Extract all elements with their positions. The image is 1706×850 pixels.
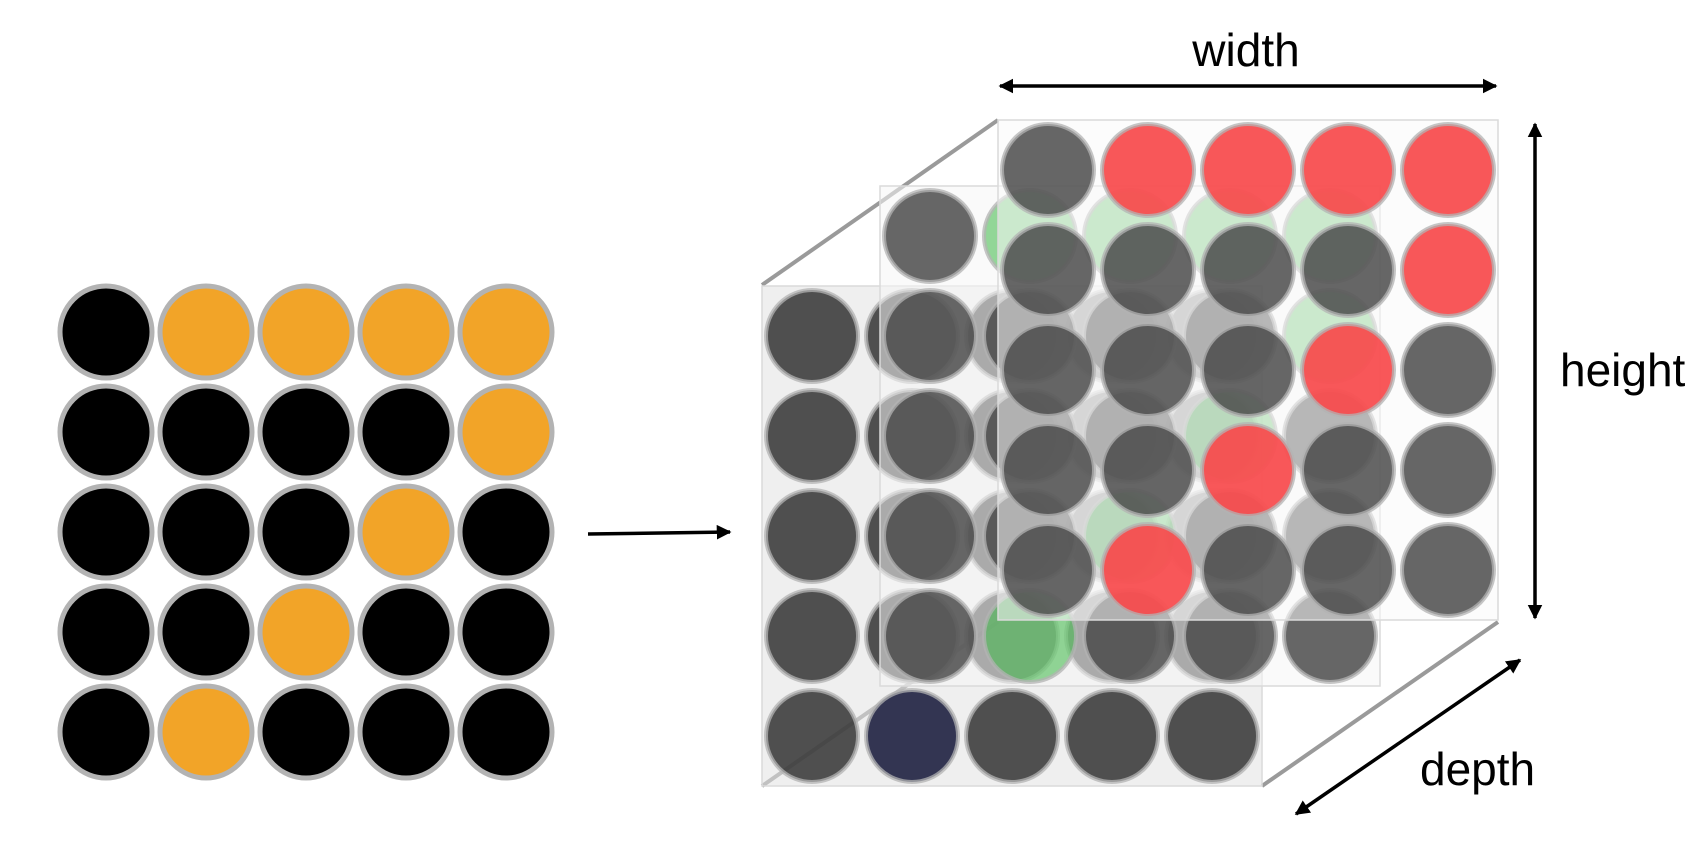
input-cell-empty [157,583,255,681]
layer-cell [882,388,978,484]
input-cell-filled [357,483,455,581]
input-grid [57,283,555,781]
output-volume [760,118,1500,788]
transform-arrow [587,524,732,540]
layer-cell [764,288,860,384]
layer-cell-accent [1300,322,1396,418]
input-cell-empty [357,383,455,481]
layer-cell-accent [1400,122,1496,218]
layer-cell [1400,522,1496,618]
input-cell-empty [57,283,155,381]
depth-arrow [1294,658,1522,816]
layer-cell-accent [1200,122,1296,218]
height-label: height [1560,344,1686,396]
layer-cell [1000,122,1096,218]
input-cell-empty [257,483,355,581]
input-cell-filled [257,583,355,681]
input-cell-empty [157,383,255,481]
input-cell-empty [57,683,155,781]
layer-cell-accent [1200,422,1296,518]
layer-cell [882,588,978,684]
layer-cell-accent [1300,122,1396,218]
layer-cell [764,588,860,684]
layer-cell-accent [864,688,960,784]
input-cell-filled [257,283,355,381]
layer-cell [1064,688,1160,784]
layer-cell [1400,322,1496,418]
input-cell-empty [57,483,155,581]
input-cell-empty [157,483,255,581]
layer-cell [1200,322,1296,418]
width-label: width [1191,24,1299,76]
input-cell-filled [457,283,555,381]
input-cell-filled [357,283,455,381]
layer-cell [1200,222,1296,318]
input-cell-empty [457,683,555,781]
input-cell-empty [457,583,555,681]
layer-cell-accent [1100,522,1196,618]
depth-label: depth [1420,743,1535,795]
layer-cell [1000,422,1096,518]
layer-cell-accent [1100,122,1196,218]
layer-cell [964,688,1060,784]
layer-cell [764,488,860,584]
input-cell-empty [357,583,455,681]
layer-cell [1300,222,1396,318]
layer-stack [761,119,1499,787]
layer-cell [882,188,978,284]
layer-cell [1000,322,1096,418]
input-cell-filled [157,683,255,781]
layer-cell [1100,322,1196,418]
input-cell-empty [357,683,455,781]
layer-cell [1100,422,1196,518]
layer-cell [1300,422,1396,518]
input-cell-empty [57,583,155,681]
layer-cell [1100,222,1196,318]
input-cell-empty [257,683,355,781]
input-cell-filled [457,383,555,481]
layer-cell [764,388,860,484]
layer-cell [1200,522,1296,618]
layer-cell [1164,688,1260,784]
layer-front [997,119,1499,621]
layer-cell [1000,522,1096,618]
input-cell-filled [157,283,255,381]
layer-cell [1000,222,1096,318]
layer-cell [764,688,860,784]
layer-cell [1400,422,1496,518]
layer-cell [882,488,978,584]
layer-cell [882,288,978,384]
input-cell-empty [57,383,155,481]
layer-cell-accent [1400,222,1496,318]
input-cell-empty [457,483,555,581]
layer-cell [1300,522,1396,618]
input-cell-empty [257,383,355,481]
